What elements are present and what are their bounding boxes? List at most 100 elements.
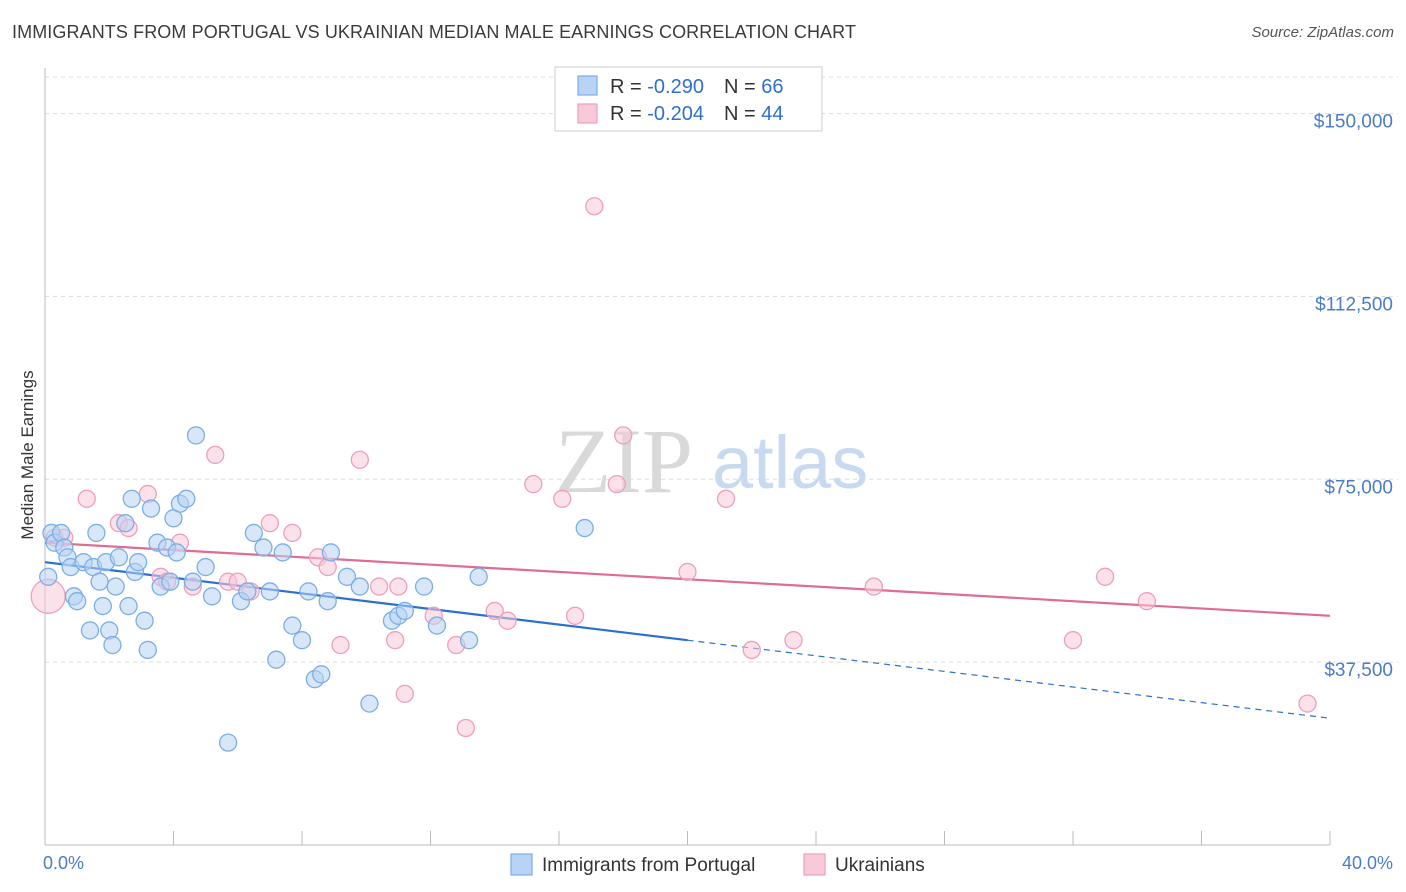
points-layer bbox=[30, 197, 1317, 752]
legend-swatch-ukrainians-bottom bbox=[803, 853, 826, 876]
point-portugal bbox=[67, 592, 87, 611]
correlation-legend: R = -0.290 N = 66 R = -0.204 N = 44 bbox=[554, 66, 823, 132]
legend-r-label: R = bbox=[610, 76, 647, 98]
point-portugal bbox=[575, 518, 594, 538]
y-tick-label: $37,500 bbox=[1324, 660, 1393, 681]
point-portugal bbox=[360, 694, 379, 713]
point-portugal bbox=[238, 582, 257, 601]
point-portugal bbox=[186, 426, 206, 445]
y-axis-title: Median Male Earnings bbox=[18, 370, 37, 539]
legend-swatch-portugal bbox=[577, 75, 598, 96]
point-portugal bbox=[395, 601, 414, 621]
legend-swatch-portugal-bottom bbox=[510, 853, 533, 876]
grid-layer bbox=[45, 76, 1398, 663]
legend-box bbox=[554, 66, 823, 132]
legend-row-portugal: R = -0.290 N = 66 bbox=[610, 76, 783, 98]
watermark: ZIP atlas bbox=[555, 410, 868, 512]
y-tick-label: $150,000 bbox=[1314, 112, 1393, 133]
point-ukrainians bbox=[1095, 567, 1115, 586]
legend-n-value-portugal: 66 bbox=[761, 76, 783, 98]
point-portugal bbox=[283, 616, 302, 635]
point-portugal bbox=[80, 621, 100, 640]
point-portugal bbox=[273, 543, 292, 562]
point-portugal bbox=[103, 635, 122, 655]
point-portugal bbox=[122, 489, 141, 508]
point-portugal bbox=[183, 572, 202, 591]
point-portugal bbox=[196, 557, 215, 577]
point-portugal bbox=[312, 665, 331, 684]
point-portugal bbox=[459, 631, 479, 650]
x-tick-label-min: 0.0% bbox=[43, 853, 84, 873]
point-ukrainians bbox=[498, 611, 517, 630]
x-tick-labels: 0.0% 40.0% bbox=[43, 853, 1393, 873]
point-ukrainians bbox=[386, 631, 405, 650]
legend-n-value-ukrainians: 44 bbox=[761, 103, 783, 125]
point-portugal bbox=[93, 596, 112, 616]
point-portugal bbox=[141, 499, 161, 518]
chart-source: Source: ZipAtlas.com bbox=[1251, 24, 1394, 41]
point-portugal bbox=[469, 567, 488, 586]
point-portugal bbox=[129, 553, 148, 572]
legend-label-portugal: Immigrants from Portugal bbox=[542, 855, 755, 876]
point-ukrainians bbox=[607, 475, 626, 494]
point-ukrainians bbox=[1137, 592, 1157, 611]
legend-r-label: R = bbox=[610, 103, 647, 125]
point-portugal bbox=[39, 567, 58, 586]
point-portugal bbox=[119, 596, 138, 616]
point-portugal bbox=[90, 572, 109, 591]
point-ukrainians bbox=[369, 577, 389, 596]
point-ukrainians bbox=[456, 718, 475, 738]
point-ukrainians bbox=[784, 631, 803, 650]
point-portugal bbox=[260, 582, 280, 601]
point-ukrainians bbox=[742, 640, 761, 660]
point-ukrainians bbox=[1063, 631, 1083, 650]
chart-title: IMMIGRANTS FROM PORTUGAL VS UKRAINIAN ME… bbox=[12, 22, 857, 42]
point-portugal bbox=[427, 616, 447, 635]
point-portugal bbox=[87, 523, 106, 543]
point-portugal bbox=[116, 514, 135, 533]
point-ukrainians bbox=[864, 577, 883, 596]
y-tick-label: $75,000 bbox=[1324, 477, 1393, 498]
point-portugal bbox=[292, 631, 312, 650]
point-ukrainians bbox=[331, 635, 350, 655]
legend-r-value-ukrainians: -0.204 bbox=[647, 103, 704, 125]
point-ukrainians bbox=[716, 489, 736, 508]
y-tick-labels: $37,500 $75,000 $112,500 $150,000 bbox=[1314, 112, 1393, 682]
point-portugal bbox=[161, 572, 180, 591]
legend-r-value-portugal: -0.290 bbox=[647, 76, 704, 98]
point-ukrainians bbox=[283, 523, 302, 543]
y-tick-label: $112,500 bbox=[1315, 294, 1393, 315]
point-portugal bbox=[167, 543, 186, 562]
trend-line-extension-portugal bbox=[687, 639, 1331, 719]
x-tick-label-max: 40.0% bbox=[1342, 853, 1393, 873]
series-legend: Immigrants from Portugal Ukrainians bbox=[510, 853, 925, 876]
point-ukrainians bbox=[350, 450, 369, 469]
watermark-atlas: atlas bbox=[712, 421, 868, 504]
point-ukrainians bbox=[678, 562, 697, 582]
legend-row-ukrainians: R = -0.204 N = 44 bbox=[610, 103, 783, 125]
point-ukrainians bbox=[389, 577, 408, 596]
point-ukrainians bbox=[1298, 694, 1317, 713]
point-portugal bbox=[177, 489, 196, 508]
point-ukrainians bbox=[206, 445, 225, 465]
point-portugal bbox=[318, 592, 337, 611]
point-ukrainians bbox=[524, 475, 543, 494]
point-portugal bbox=[138, 640, 157, 660]
point-portugal bbox=[244, 523, 263, 543]
point-ukrainians bbox=[485, 601, 504, 621]
point-portugal bbox=[337, 567, 357, 586]
point-portugal bbox=[106, 577, 125, 596]
point-portugal bbox=[299, 582, 318, 601]
point-portugal bbox=[218, 733, 238, 752]
point-ukrainians bbox=[565, 606, 585, 625]
point-portugal bbox=[202, 587, 222, 606]
point-portugal bbox=[135, 611, 154, 630]
point-portugal bbox=[267, 650, 286, 669]
axis-layer bbox=[44, 68, 1331, 846]
point-portugal bbox=[350, 577, 369, 596]
watermark-zip: ZIP bbox=[555, 410, 693, 512]
legend-swatch-ukrainians bbox=[577, 103, 598, 124]
legend-label-ukrainians: Ukrainians bbox=[835, 855, 925, 876]
point-ukrainians bbox=[585, 197, 604, 216]
